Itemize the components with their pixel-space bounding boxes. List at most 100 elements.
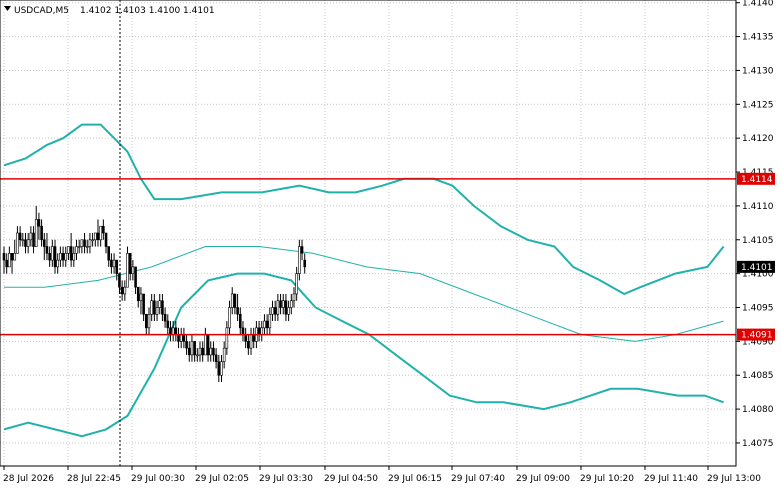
plot-frame: [0, 0, 737, 467]
y-tick-label: 1.4120: [742, 134, 774, 144]
candle-body: [10, 253, 14, 261]
candle-body: [72, 253, 76, 261]
candle-body: [187, 347, 191, 356]
y-tick-label: 1.4090: [742, 337, 774, 347]
candle-body: [67, 246, 70, 254]
y-tick-label: 1.4140: [742, 0, 774, 9]
candle-body: [83, 239, 86, 247]
candle-body: [163, 313, 167, 322]
candle-body: [166, 320, 170, 329]
candle-body: [18, 232, 22, 241]
candle-body: [212, 347, 215, 356]
candle-body: [40, 225, 43, 241]
candle-body: [91, 239, 94, 242]
chart-title: USDCAD,M5 1.4102 1.4103 1.4100 1.4101: [4, 6, 215, 16]
candle-body: [217, 361, 221, 376]
candle-body: [120, 286, 124, 295]
candle-body: [29, 232, 33, 241]
candle-body: [204, 334, 207, 356]
candle-body: [230, 293, 234, 308]
time-axis[interactable]: 28 Jul 2026 28 Jul 22:45 29 Jul 00:30 29 Ju…: [3, 466, 761, 484]
candle-body: [21, 239, 25, 242]
candle-body: [190, 341, 194, 356]
candle-body: [64, 253, 68, 261]
candle-body: [150, 300, 153, 315]
candle-body: [34, 219, 38, 247]
chart-symbol: USDCAD,M5: [14, 6, 69, 16]
candle-body: [295, 273, 298, 295]
y-tick-label: 1.4075: [742, 439, 774, 449]
y-tick-label: 1.4080: [742, 405, 774, 415]
candle-body: [268, 313, 272, 329]
candle-body: [2, 253, 6, 261]
x-tick-label: 29 Jul 11:40: [644, 474, 698, 484]
candle-body: [123, 286, 127, 295]
bollinger-bands: [3, 123, 725, 438]
x-tick-label: 29 Jul 07:40: [451, 474, 505, 484]
candle-body: [8, 253, 11, 268]
candle-body: [42, 239, 46, 247]
x-tick-label: 29 Jul 00:30: [131, 474, 185, 484]
candle-body: [252, 334, 256, 342]
candle-body: [96, 232, 100, 241]
candle-body: [244, 334, 247, 342]
y-tick-label: 1.4135: [742, 33, 774, 43]
candle-body: [177, 334, 180, 342]
candle-body: [80, 239, 84, 247]
x-tick-label: 29 Jul 13:00: [707, 474, 761, 484]
candle-body: [153, 300, 156, 315]
x-tick-label: 28 Jul 22:45: [67, 474, 121, 484]
level-price-tag: [737, 328, 775, 341]
band-upper-line: [3, 123, 725, 296]
candle-body: [287, 307, 290, 315]
candle-body: [112, 259, 116, 268]
candle-body: [16, 232, 19, 254]
candle-body: [249, 334, 253, 349]
y-tick-label: 1.4130: [742, 66, 774, 76]
candle-body: [171, 327, 175, 335]
level-price-tag-label: 1.4091: [741, 331, 773, 341]
candle-body: [247, 341, 250, 349]
candle-body: [99, 225, 102, 241]
candle-body: [56, 259, 60, 268]
candle-body: [45, 246, 49, 254]
candle-body: [222, 347, 226, 362]
candle-body: [88, 239, 92, 247]
level-price-tag: [737, 172, 775, 185]
candle-body: [131, 266, 135, 274]
candle-body: [174, 327, 178, 335]
candle-body: [136, 286, 140, 302]
candle-body: [102, 225, 105, 234]
candle-body: [257, 327, 261, 335]
x-tick-label: 28 Jul 2026: [3, 474, 54, 484]
band-lower-line: [3, 272, 724, 438]
candle-body: [214, 354, 218, 362]
x-tick-label: 29 Jul 10:20: [580, 474, 634, 484]
candle-body: [128, 253, 132, 274]
candle-body: [228, 307, 231, 329]
candle-body: [77, 246, 81, 248]
candle-body: [93, 232, 97, 241]
chart-menu-triangle-icon[interactable]: [4, 6, 11, 11]
candle-body: [284, 300, 288, 315]
x-tick-label: 29 Jul 09:00: [516, 474, 570, 484]
candle-body: [276, 300, 280, 315]
candle-body: [75, 246, 78, 254]
candle-body: [201, 347, 204, 356]
candle-body: [289, 300, 293, 308]
level-price-tag-label: 1.4114: [741, 175, 773, 185]
candle-body: [185, 341, 188, 349]
y-tick-label: 1.4110: [742, 202, 774, 212]
candle-body: [265, 320, 269, 329]
candle-body: [169, 327, 172, 335]
candle-body: [51, 246, 54, 261]
candle-body: [220, 361, 223, 376]
candle-body: [26, 239, 30, 247]
horizontal-levels[interactable]: [0, 178, 736, 336]
candle-body: [300, 246, 304, 254]
candle-body: [155, 307, 159, 315]
y-tick-label: 1.4085: [742, 371, 774, 381]
candle-body: [107, 246, 111, 261]
